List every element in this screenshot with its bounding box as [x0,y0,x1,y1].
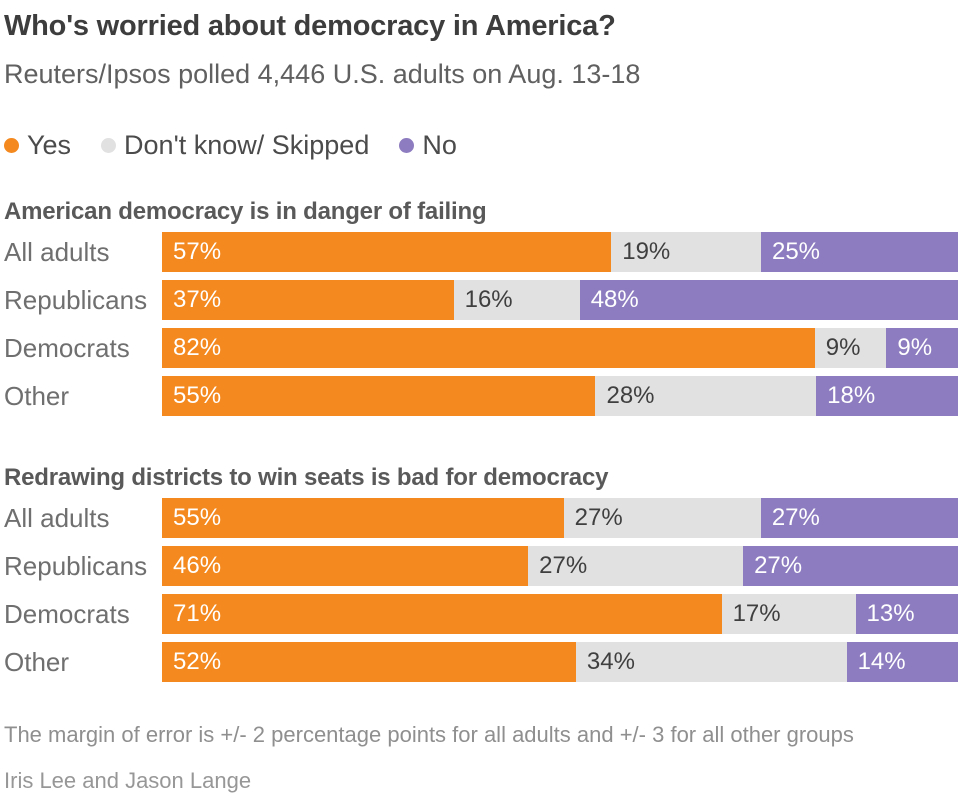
bar-segment-no: 14% [846,642,958,682]
value-label: 82% [173,334,222,361]
value-label: 57% [173,238,222,265]
bar-segment-no: 27% [743,546,958,586]
category-label: Other [4,381,70,411]
bar-segment-yes: 82% [162,328,815,368]
stacked-bar: 57% 19% 25% [162,232,959,272]
bar-rows: All adults 55% 27% 27% Republicans 46% 27% 27% D… [4,498,958,682]
bar-segment-yes: 52% [162,642,576,682]
value-label: 28% [606,382,655,409]
stacked-bar: 55% 27% 27% [162,498,958,538]
bar-segment-yes: 46% [162,546,529,586]
value-label: 14% [857,648,906,675]
margin-of-error-note: The margin of error is +/- 2 percentage … [4,722,854,747]
bar-segment-yes: 71% [162,594,722,634]
value-label: 16% [464,286,513,313]
bar-row: Republicans 37% 16% 48% [4,280,958,320]
value-label: 34% [586,648,635,675]
legend-dot-no-icon [399,137,415,153]
bar-segment-yes: 37% [162,280,454,320]
value-label: 27% [574,504,623,531]
value-label: 19% [622,238,671,265]
value-label: 27% [771,504,820,531]
bar-segment-don-t-know-skipped: 17% [721,594,856,634]
category-label: All adults [4,237,110,267]
bar-segment-no: 25% [760,232,959,272]
bar-segment-don-t-know-skipped: 9% [814,328,887,368]
stacked-bar: 52% 34% 14% [162,642,958,682]
bar-row: All adults 55% 27% 27% [4,498,958,538]
bar-segment-no: 48% [579,280,958,320]
value-label: 13% [866,600,915,627]
bar-segment-no: 13% [855,594,958,634]
bar-segment-no: 9% [886,328,958,368]
stacked-bar: 82% 9% 9% [162,328,958,368]
chart-section-democracy-danger: American democracy is in danger of faili… [4,198,959,416]
bar-row: Democrats 82% 9% 9% [4,328,958,368]
legend-item-yes: Yes [4,130,71,160]
legend: Yes Don't know/ Skipped No [4,130,958,160]
value-label: 25% [771,238,821,265]
category-label: Democrats [4,599,130,629]
byline: Iris Lee and Jason Lange [4,768,252,793]
legend-label-yes: Yes [27,130,72,160]
value-label: 17% [732,600,781,627]
bar-segment-don-t-know-skipped: 27% [528,546,744,586]
category-label: Other [4,647,70,677]
bar-row: Democrats 71% 17% 13% [4,594,958,634]
legend-item-dont-know: Don't know/ Skipped [101,130,369,160]
page-subtitle: Reuters/Ipsos polled 4,446 U.S. adults o… [4,59,641,89]
bar-segment-no: 27% [760,498,958,538]
legend-dot-dont-know-icon [101,137,117,153]
stacked-bar: 71% 17% 13% [162,594,958,634]
bar-segment-don-t-know-skipped: 16% [453,280,580,320]
value-label: 52% [173,648,222,675]
bar-row: All adults 57% 19% 25% [4,232,959,272]
value-label: 9% [897,334,933,361]
bar-segment-don-t-know-skipped: 19% [611,232,761,272]
section-title: American democracy is in danger of faili… [4,198,487,225]
value-label: 71% [173,600,222,627]
section-title: Redrawing districts to win seats is bad … [4,464,609,491]
value-label: 27% [754,552,803,579]
bar-segment-don-t-know-skipped: 28% [595,376,817,416]
value-label: 48% [590,286,639,313]
category-label: Republicans [4,285,148,315]
legend-label-dont-know: Don't know/ Skipped [124,130,370,160]
value-label: 18% [827,382,876,409]
value-label: 37% [173,286,222,313]
value-label: 9% [825,334,861,361]
stacked-bar: 55% 28% 18% [162,376,958,416]
bar-segment-yes: 57% [162,232,612,272]
stacked-bar: 37% 16% 48% [162,280,958,320]
category-label: Democrats [4,333,130,363]
bar-segment-yes: 55% [162,498,564,538]
legend-item-no: No [399,130,457,160]
stacked-bar: 46% 27% 27% [162,546,958,586]
value-label: 27% [539,552,588,579]
bar-row: Republicans 46% 27% 27% [4,546,958,586]
bar-row: Other 52% 34% 14% [4,642,958,682]
legend-label-no: No [422,130,457,160]
bar-segment-no: 18% [816,376,958,416]
bar-rows: All adults 57% 19% 25% Republicans 37% 16% 48% D… [4,232,959,416]
category-label: All adults [4,503,110,533]
legend-dot-yes-icon [4,137,19,153]
bar-segment-yes: 55% [162,376,596,416]
chart-section-redistricting: Redrawing districts to win seats is bad … [4,464,958,682]
page-title: Who's worried about democracy in America… [4,10,616,42]
value-label: 46% [173,552,222,579]
bar-row: Other 55% 28% 18% [4,376,958,416]
value-label: 55% [173,382,222,409]
bar-segment-don-t-know-skipped: 34% [575,642,847,682]
category-label: Republicans [4,551,148,581]
value-label: 55% [173,504,222,531]
bar-segment-don-t-know-skipped: 27% [563,498,761,538]
